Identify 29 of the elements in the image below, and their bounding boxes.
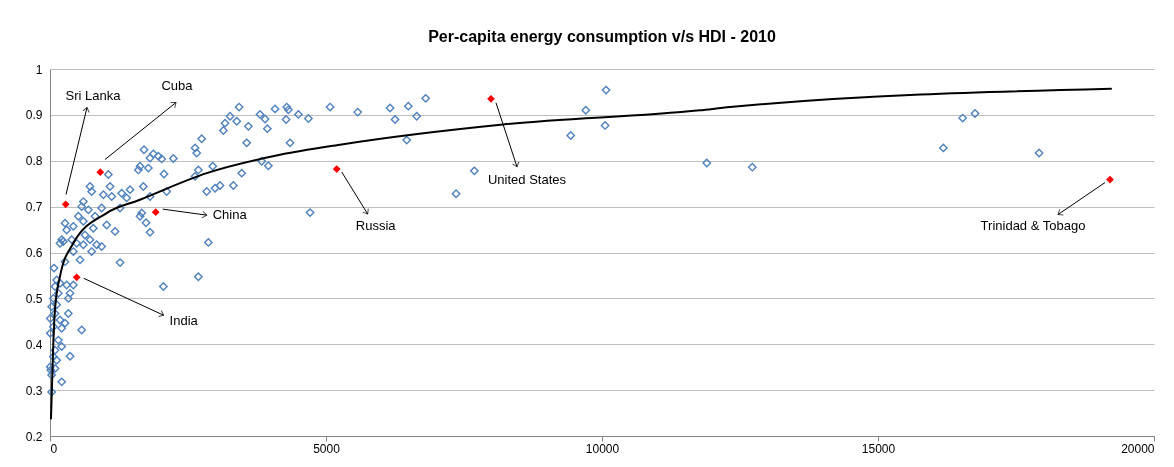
y-tick-label: 0.9 xyxy=(25,108,43,123)
point xyxy=(487,94,495,103)
x-tick-label: 15000 xyxy=(861,441,896,456)
annotation: Trinidad & Tobago xyxy=(980,217,1086,233)
chart-title: Per-capita energy consumption v/s HDI - 2010 xyxy=(428,28,776,45)
annotation: China xyxy=(212,207,248,223)
x-tick-label: 20000 xyxy=(1121,441,1155,456)
y-tick-label: 0.3 xyxy=(25,383,43,398)
annotation: India xyxy=(169,313,199,329)
y-tick-label: 1 xyxy=(35,62,43,77)
x-tick-label: 5000 xyxy=(313,441,341,456)
annotation: United States xyxy=(487,171,567,187)
point xyxy=(72,273,81,282)
x-tick-label: 0 xyxy=(50,441,58,456)
point xyxy=(151,208,160,216)
y-tick-label: 0.4 xyxy=(25,337,43,352)
y-tick-label: 0.2 xyxy=(25,429,43,444)
y-tick-label: 0.5 xyxy=(25,291,43,306)
x-tick-label: 10000 xyxy=(585,441,620,456)
annotation: Cuba xyxy=(161,77,194,93)
y-tick-label: 0.6 xyxy=(25,246,43,260)
annotation: Sri Lanka xyxy=(65,87,122,103)
point xyxy=(96,168,105,177)
y-tick-label: 0.7 xyxy=(25,200,43,215)
point xyxy=(332,165,341,173)
point xyxy=(61,200,70,209)
point xyxy=(1106,175,1114,184)
annotation: Russia xyxy=(355,218,397,234)
y-tick-label: 0.8 xyxy=(25,154,43,169)
